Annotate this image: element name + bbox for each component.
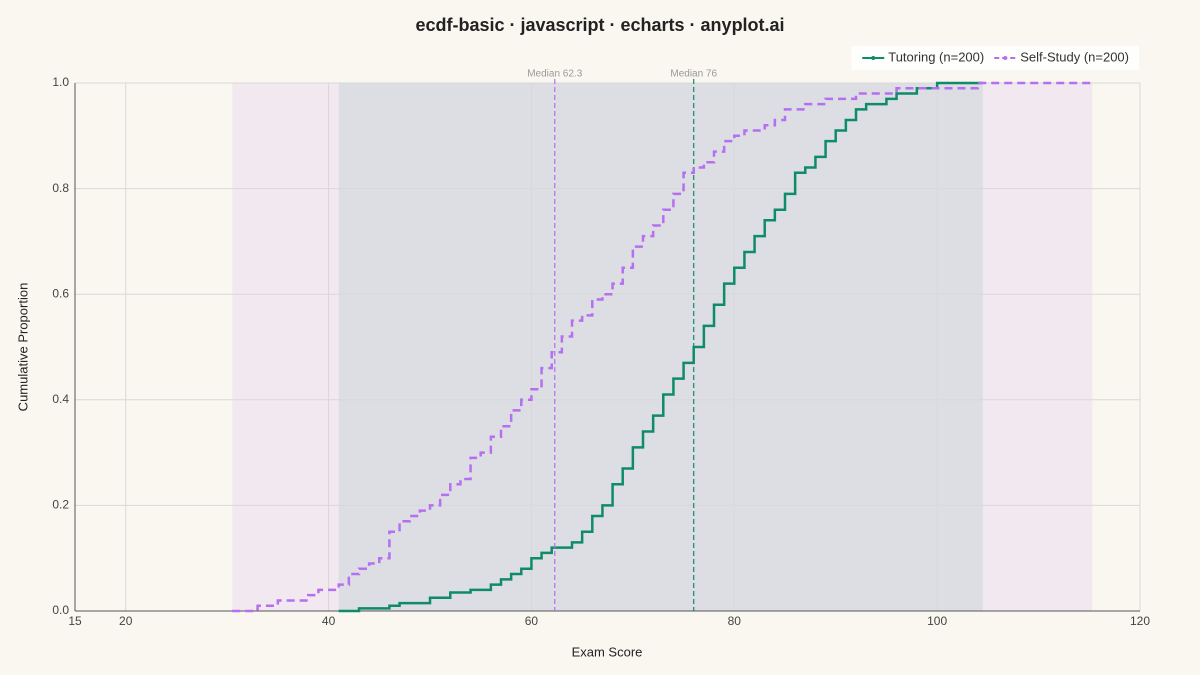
x-tick-label: 100 (927, 614, 947, 628)
x-tick-label: 40 (322, 614, 336, 628)
y-tick-label: 0.2 (52, 498, 69, 512)
y-tick-label: 1.0 (52, 75, 69, 89)
legend: Tutoring (n=200) Self-Study (n=200) (851, 46, 1139, 70)
chart-title: ecdf-basic · javascript · echarts · anyp… (415, 15, 784, 35)
x-tick-label: 20 (119, 614, 133, 628)
x-tick-label: 120 (1130, 614, 1150, 628)
y-tick-label: 0.4 (52, 392, 69, 406)
x-tick-label: 15 (68, 614, 82, 628)
median-label: Median 62.3 (527, 69, 582, 80)
y-tick-label: 0.0 (52, 603, 69, 617)
ecdf-line (338, 81, 983, 613)
x-tick-label: 80 (728, 614, 742, 628)
legend-marker (1003, 56, 1008, 60)
y-axis-label: Cumulative Proportion (15, 283, 30, 412)
y-tick-label: 0.8 (52, 181, 69, 195)
ecdf-line (232, 81, 1093, 613)
legend-marker (871, 56, 876, 60)
range-band (338, 83, 983, 611)
y-tick-label: 0.6 (52, 286, 69, 300)
legend-label: Tutoring (n=200) (888, 49, 984, 64)
legend-label: Self-Study (n=200) (1020, 49, 1129, 64)
range-band (232, 83, 1093, 611)
x-tick-label: 60 (525, 614, 539, 628)
median-label: Median 76 (670, 69, 717, 80)
x-axis-label: Exam Score (572, 644, 643, 659)
